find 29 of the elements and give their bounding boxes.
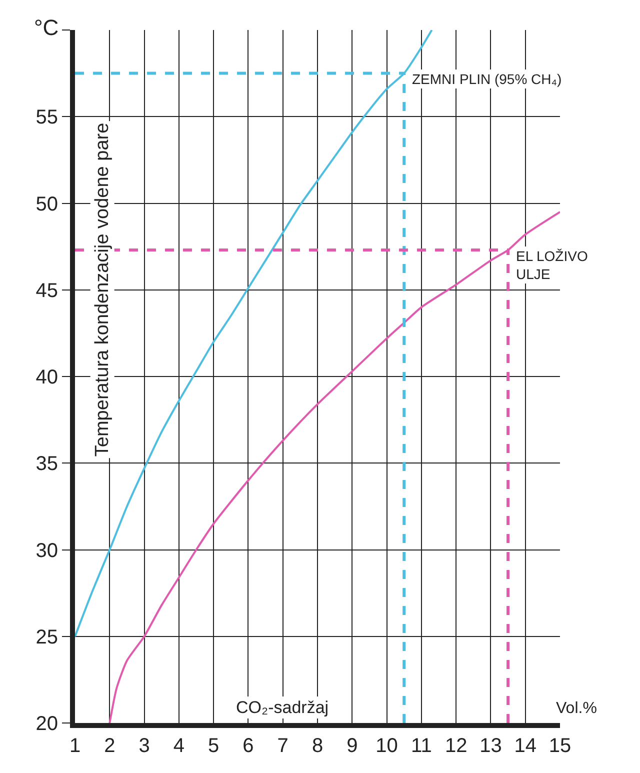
- annotation: ZEMNI PLIN (95% CH₄): [412, 71, 562, 87]
- x-tick-label: 1: [69, 735, 81, 757]
- annotation: Vol.%: [556, 700, 597, 717]
- x-tick-label: 6: [242, 735, 254, 757]
- y-axis-title: Temperatura kondenzacije vodene pare: [92, 122, 113, 457]
- y-tick-label: 55: [36, 106, 58, 129]
- y-tick-label: 45: [36, 280, 58, 302]
- y-tick-label: 40: [36, 366, 58, 388]
- x-tick-label: 8: [312, 735, 324, 757]
- x-tick-label: 13: [480, 735, 502, 757]
- x-tick-label: 12: [444, 735, 468, 757]
- y-tick-label: 30: [36, 540, 58, 562]
- y-tick-label: 25: [36, 626, 58, 648]
- x-tick-label: 9: [346, 735, 358, 757]
- x-tick-label: 10: [376, 735, 398, 757]
- y-tick-label: 35: [36, 453, 58, 476]
- y-tick-label: 20: [36, 713, 58, 735]
- x-tick-label: 15: [548, 735, 572, 757]
- x-tick-label: 3: [138, 735, 150, 757]
- x-tick-label: 11: [411, 735, 432, 757]
- x-tick-label: 2: [104, 735, 116, 757]
- x-tick-label: 7: [277, 735, 288, 757]
- x-axis-title: CO₂-sadržaj: [236, 698, 329, 717]
- y-tick-label: 50: [36, 193, 58, 216]
- x-tick-label: 14: [514, 735, 536, 757]
- text: °C: [34, 15, 59, 40]
- x-tick-label: 4: [173, 735, 184, 757]
- x-tick-label: 5: [208, 735, 220, 757]
- annotation: EL LOŽIVO ULJE: [516, 248, 588, 282]
